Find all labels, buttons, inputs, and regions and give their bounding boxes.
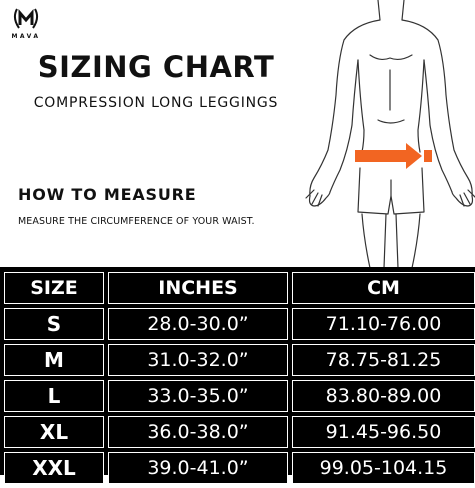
brand-name: MAVA [11, 33, 41, 40]
table-row: XXL 39.0-41.0” 99.05-104.15 [4, 452, 475, 484]
size-cell: XXL [4, 452, 104, 484]
table-header-row: SIZE INCHES CM [4, 272, 475, 304]
how-to-heading: HOW TO MEASURE [18, 185, 197, 204]
size-cell: S [4, 308, 104, 340]
cm-cell: 83.80-89.00 [292, 380, 475, 412]
size-cell: XL [4, 416, 104, 448]
inches-cell: 36.0-38.0” [108, 416, 288, 448]
body-outline-icon [305, 0, 475, 268]
size-cell: M [4, 344, 104, 376]
header-cm: CM [292, 272, 475, 304]
waist-arrow [355, 143, 432, 169]
table-row: M 31.0-32.0” 78.75-81.25 [4, 344, 475, 376]
measure-instruction: MEASURE THE CIRCUMFERENCE OF YOUR WAIST. [18, 216, 255, 227]
cm-cell: 78.75-81.25 [292, 344, 475, 376]
inches-cell: 39.0-41.0” [108, 452, 288, 484]
laurel-m-icon [13, 8, 39, 29]
cm-cell: 71.10-76.00 [292, 308, 475, 340]
inches-cell: 33.0-35.0” [108, 380, 288, 412]
page-subtitle: COMPRESSION LONG LEGGINGS [33, 95, 279, 111]
inches-cell: 28.0-30.0” [108, 308, 288, 340]
header-inches: INCHES [108, 272, 288, 304]
sizing-table-panel: SIZE INCHES CM S 28.0-30.0” 71.10-76.00 … [0, 267, 475, 484]
page-title: SIZING CHART [37, 50, 275, 84]
cm-cell: 91.45-96.50 [292, 416, 475, 448]
table-row: XL 36.0-38.0” 91.45-96.50 [4, 416, 475, 448]
cm-cell: 99.05-104.15 [292, 452, 475, 484]
brand-logo: MAVA [8, 6, 44, 46]
sizing-table: SIZE INCHES CM S 28.0-30.0” 71.10-76.00 … [0, 268, 475, 488]
inches-cell: 31.0-32.0” [108, 344, 288, 376]
table-row: L 33.0-35.0” 83.80-89.00 [4, 380, 475, 412]
table-row: S 28.0-30.0” 71.10-76.00 [4, 308, 475, 340]
size-cell: L [4, 380, 104, 412]
header-size: SIZE [4, 272, 104, 304]
